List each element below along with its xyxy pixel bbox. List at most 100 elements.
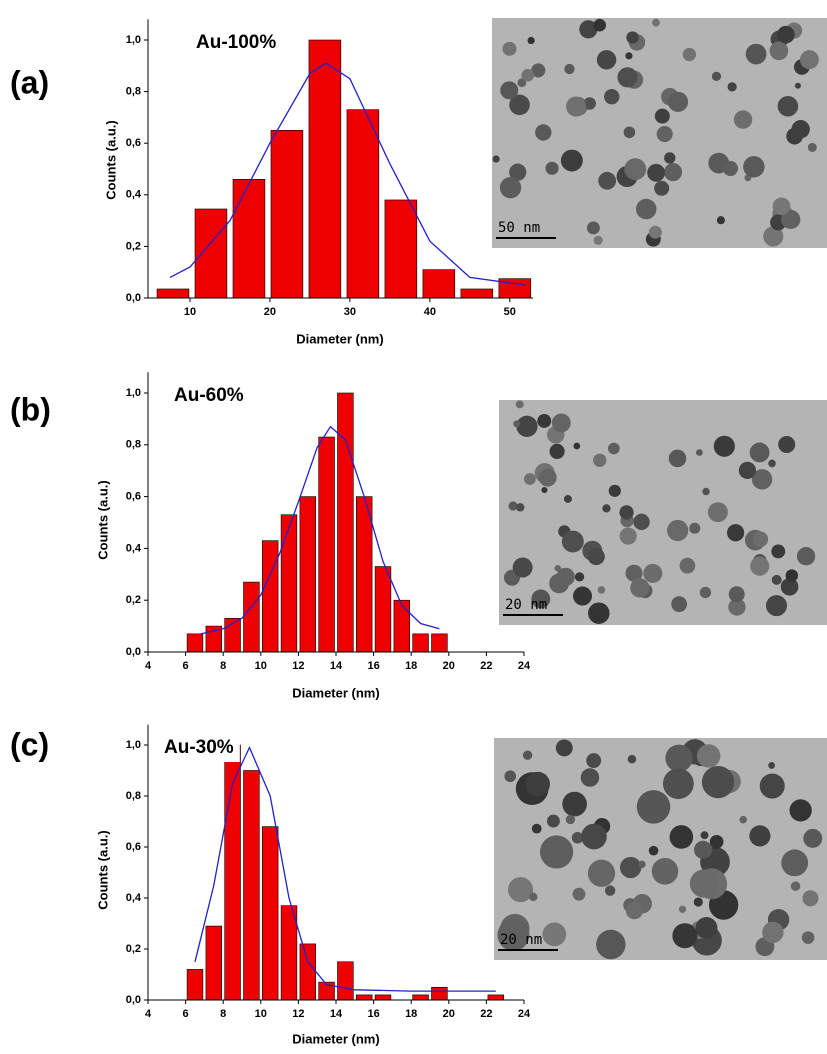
nanoparticle [562,791,587,817]
bar [346,109,380,299]
nanoparticle [638,860,646,869]
nanoparticle [563,494,572,503]
nanoparticle [801,931,815,945]
nanoparticle [728,586,745,603]
nanoparticle [662,768,694,800]
y-axis-label: Counts (a.u.) [95,480,110,559]
nanoparticle [515,503,525,512]
nanoparticle [581,823,607,850]
nanoparticle [769,41,789,61]
nanoparticle [546,814,560,828]
nanoparticle [716,216,725,225]
bar [356,496,373,653]
x-tick-label: 10 [255,660,267,672]
nanoparticle [608,484,621,497]
x-tick-label: 4 [145,660,152,672]
y-tick-label: 0,6 [126,841,141,853]
nanoparticle [652,18,660,27]
nanoparticle [516,415,538,437]
nanoparticle [541,486,548,494]
x-tick-label: 18 [405,660,417,672]
nanoparticle [587,859,616,887]
y-tick-label: 1,0 [126,34,141,46]
nanoparticle [545,161,559,175]
nanoparticle [667,519,689,542]
nanoparticle [619,527,637,545]
nanoparticle [647,163,666,182]
nanoparticle [574,572,585,582]
nanoparticle [648,225,662,239]
nanoparticle [668,449,687,468]
bar [194,208,228,299]
nanoparticle [542,922,567,947]
nanoparticle [802,890,819,907]
nanoparticle [694,840,713,859]
annotation-box [168,381,250,411]
nanoparticle [608,442,620,455]
y-tick-label: 0,0 [126,646,141,658]
nanoparticle [625,902,643,920]
bar [186,633,204,653]
nanoparticle [504,770,517,783]
bar [232,179,266,299]
nanoparticle [604,88,620,105]
nanoparticle [743,156,765,178]
y-tick-label: 0,0 [126,292,141,304]
bar [431,633,448,653]
x-tick-label: 22 [480,660,492,672]
nanoparticle [752,531,769,547]
nanoparticle [679,557,696,574]
nanoparticle [759,773,785,799]
nanoparticle [497,919,530,951]
nanoparticle [593,18,606,32]
x-tick-label: 14 [330,1008,343,1020]
bar [299,943,316,1001]
x-tick-label: 16 [367,1008,379,1020]
nanoparticle [508,877,534,903]
y-tick-label: 0,8 [126,86,141,98]
nanoparticle [701,765,735,799]
nanoparticle [596,929,626,960]
nanoparticle [626,31,639,44]
x-tick-label: 50 [504,306,516,318]
bar [243,581,260,653]
y-tick-label: 1,0 [126,387,141,399]
nanoparticle [711,71,722,81]
nanoparticle [527,36,535,45]
nanoparticle [593,453,607,467]
nanoparticle [521,68,535,82]
x-tick-label: 20 [264,306,276,318]
y-tick-label: 0,4 [126,189,142,201]
x-tick-label: 10 [255,1008,267,1020]
bar [356,994,373,1001]
bar [262,826,279,1001]
bar [431,986,448,1001]
nanoparticle [554,565,562,572]
nanoparticle [565,814,576,825]
nanoparticle [593,235,603,245]
bar [337,961,354,1001]
nanoparticle [654,108,670,124]
nanoparticle [781,849,809,877]
nanoparticle [794,82,801,89]
nanoparticle [763,226,784,247]
nanoparticle [492,155,500,163]
x-tick-label: 10 [184,306,196,318]
bar [393,599,410,653]
y-tick-label: 0,8 [126,439,141,451]
y-tick-label: 1,0 [126,739,141,751]
nanoparticle [580,768,600,787]
x-tick-label: 20 [443,660,455,672]
nanoparticle [573,442,581,450]
nanoparticle [749,825,771,847]
bar [460,288,494,299]
nanoparticle [583,97,596,110]
annotation-box [158,733,240,763]
nanoparticle [791,120,810,139]
x-tick-label: 6 [183,1008,189,1020]
nanoparticle [667,91,689,112]
nanoparticle [525,771,551,797]
nanoparticle [771,544,786,559]
nanoparticle [728,598,746,616]
nanoparticle [522,750,533,760]
